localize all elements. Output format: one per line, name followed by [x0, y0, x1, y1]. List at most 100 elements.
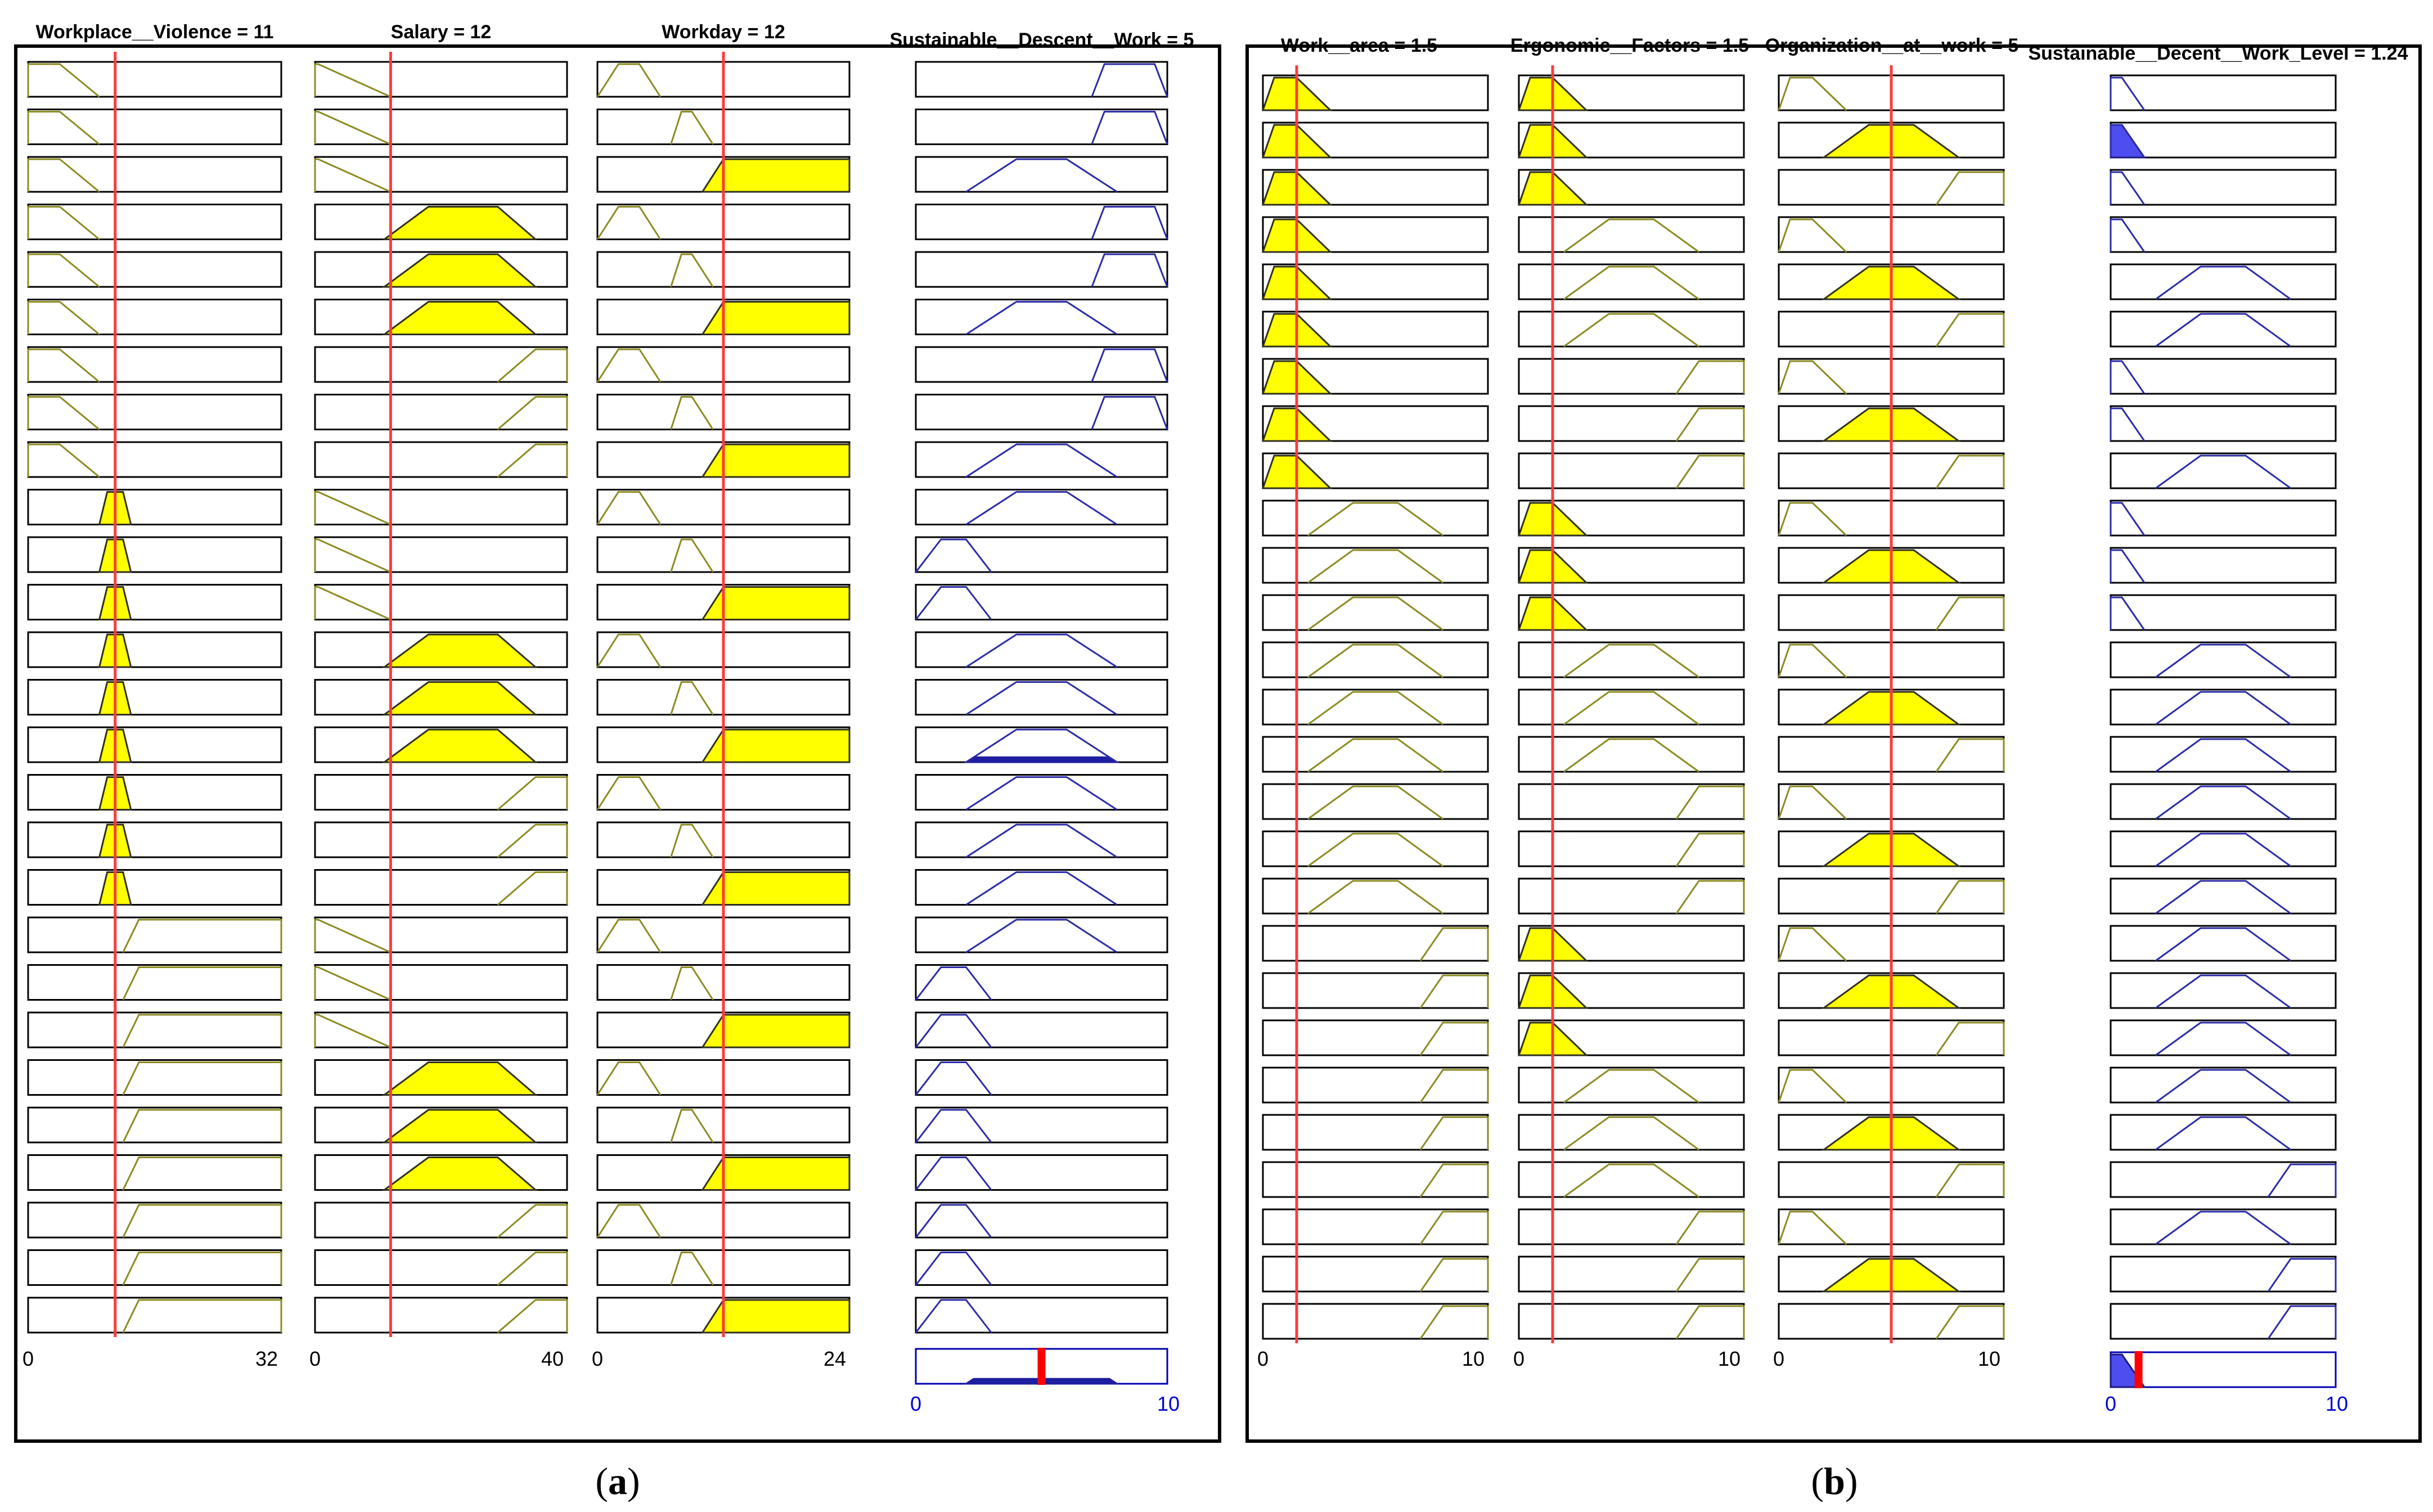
membership-function — [1563, 313, 1699, 348]
rule-cell-box — [314, 394, 568, 430]
rule-cell-box — [1518, 358, 1745, 395]
output-rule-cell-box — [2110, 783, 2337, 820]
output-membership-function — [2155, 927, 2291, 962]
output-rule-cell-box — [2110, 547, 2337, 584]
rule-cell — [1261, 310, 1489, 348]
rule-cell — [1262, 1256, 1489, 1293]
rule-cell — [1262, 830, 1489, 867]
membership-function — [670, 538, 714, 573]
membership-function — [1419, 1163, 1489, 1198]
rule-cell — [1518, 1303, 1745, 1340]
rule-cell-box — [1518, 1066, 1745, 1104]
axis-max-label: 40 — [541, 1347, 564, 1370]
rule-cell-box — [314, 774, 568, 811]
membership-function — [122, 966, 282, 1001]
rule-cell — [314, 584, 568, 620]
caption-b: (b) — [1811, 1460, 1858, 1502]
output-membership-function — [2110, 502, 2146, 536]
output-rule-cell-box — [2110, 830, 2337, 867]
rule-cell — [314, 774, 568, 811]
output-rule-cell-box — [915, 299, 1168, 335]
output-rule-cell-box — [915, 1059, 1168, 1096]
membership-function — [497, 824, 568, 858]
rule-cell — [27, 1249, 282, 1286]
output-membership-function — [965, 919, 1118, 953]
membership-function — [1563, 1163, 1699, 1198]
output-rule-cell — [915, 251, 1168, 288]
rule-cell — [27, 679, 282, 716]
output-rule-cell — [2110, 925, 2337, 962]
rule-cell — [1518, 263, 1745, 300]
rule-cell — [27, 394, 282, 430]
output-rule-cell — [2110, 263, 2337, 300]
output-membership-function — [965, 491, 1118, 525]
output-membership-function — [2110, 76, 2146, 111]
membership-function — [1778, 1210, 1847, 1245]
output-rule-cell — [915, 584, 1168, 620]
rule-cell-box — [27, 1011, 282, 1048]
rule-cell-box — [1262, 500, 1489, 537]
membership-function — [1563, 1116, 1699, 1151]
output-rule-cell — [915, 156, 1168, 193]
output-rule-cell-box — [2110, 1161, 2337, 1198]
output-membership-function — [965, 443, 1118, 478]
output-membership-function — [2155, 785, 2291, 820]
rule-cell-box — [1262, 878, 1489, 915]
output-rule-cell — [915, 679, 1168, 716]
rule-cell — [1262, 1208, 1489, 1245]
rule-cell — [27, 821, 282, 858]
output-rule-cell — [915, 536, 1168, 573]
output-membership-function — [2267, 1258, 2337, 1292]
membership-function — [1307, 502, 1443, 537]
axis-min-label: 0 — [1257, 1347, 1269, 1370]
membership-function — [27, 206, 100, 240]
output-membership-function — [915, 1156, 992, 1191]
rule-cell — [314, 1202, 568, 1239]
membership-function-fired — [700, 301, 851, 335]
output-membership-function — [2155, 832, 2291, 867]
rule-cell-box — [27, 299, 282, 335]
input-variable-column: Work__area = 1.5 0 10 — [1257, 35, 1489, 1370]
membership-function — [1778, 927, 1847, 962]
output-rule-cell — [915, 964, 1168, 1001]
output-rule-cell-box — [915, 156, 1168, 193]
output-rule-cell-box — [915, 251, 1168, 288]
membership-function — [1419, 1210, 1489, 1245]
rule-cell — [1778, 122, 2005, 159]
output-rule-cell — [915, 1297, 1168, 1334]
membership-function — [596, 633, 662, 668]
output-membership-function — [2155, 266, 2291, 300]
membership-function — [1419, 1305, 1489, 1339]
rule-cell — [1262, 641, 1489, 678]
membership-function — [497, 348, 568, 383]
rule-cell-box — [314, 109, 568, 145]
rule-cell — [27, 251, 282, 288]
output-rule-cell — [915, 1249, 1168, 1286]
membership-function — [1563, 1069, 1699, 1104]
output-rule-cell-box — [2110, 122, 2337, 159]
membership-function — [1563, 738, 1699, 773]
rule-cell — [1518, 216, 1745, 253]
membership-function — [1419, 927, 1489, 961]
rule-cell — [314, 916, 568, 953]
axis-min-label: 0 — [23, 1347, 34, 1370]
aggregated-output — [915, 1348, 1168, 1385]
rule-cell-box — [27, 1106, 282, 1144]
output-rule-cell-box — [2110, 74, 2337, 111]
rule-cell — [27, 964, 282, 1001]
membership-function — [27, 301, 100, 335]
membership-function — [1563, 691, 1699, 726]
membership-function-fired — [700, 871, 851, 906]
output-rule-cell — [915, 821, 1168, 858]
membership-function — [314, 1014, 392, 1048]
membership-function — [1778, 360, 1847, 395]
output-axis-max-label: 10 — [1157, 1392, 1180, 1415]
output-membership-function — [965, 158, 1118, 193]
output-membership-function — [2110, 124, 2146, 158]
rule-cell — [1262, 688, 1489, 726]
output-rule-cell-box — [915, 584, 1168, 620]
membership-function — [670, 824, 714, 858]
output-rule-cell-box — [2110, 1066, 2337, 1104]
rule-cell — [27, 916, 282, 953]
output-rule-cell — [2110, 405, 2337, 442]
